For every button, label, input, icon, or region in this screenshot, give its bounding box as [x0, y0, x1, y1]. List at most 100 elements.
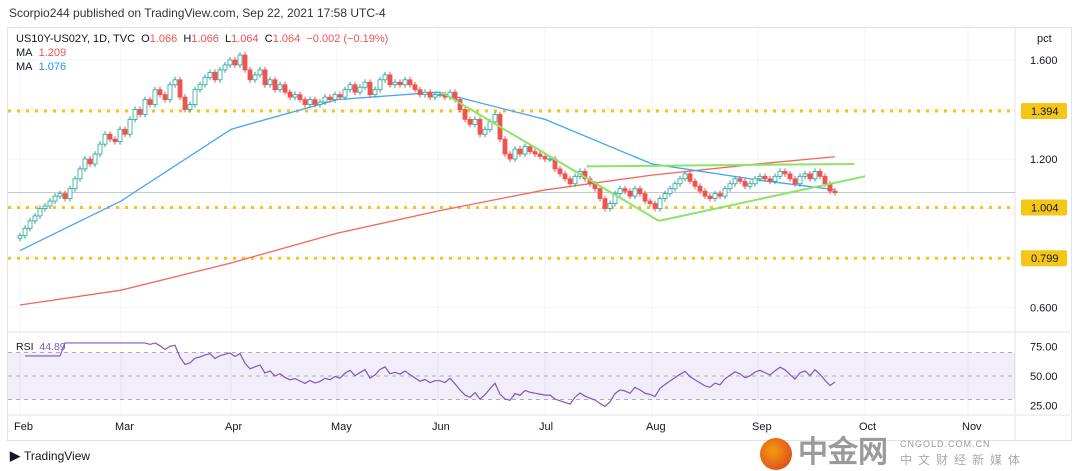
candle: [627, 188, 633, 200]
candle: [107, 131, 113, 143]
ma2-label[interactable]: MA: [16, 61, 33, 73]
candle: [97, 141, 103, 158]
candle: [347, 81, 353, 93]
publisher-line: Scorpio244 published on TradingView.com,…: [9, 6, 386, 20]
ma1-label[interactable]: MA: [16, 47, 33, 59]
level-price-label: 1.394: [1031, 106, 1059, 118]
candle-body: [102, 133, 108, 145]
open-value: 1.066: [149, 33, 178, 45]
candle-body: [262, 69, 268, 86]
candle-body: [197, 84, 203, 91]
candle-body: [232, 59, 238, 66]
candle: [657, 195, 663, 212]
candle: [407, 76, 413, 88]
candle: [87, 156, 93, 167]
candle: [227, 57, 233, 68]
candle-body: [377, 79, 383, 91]
candle-body: [767, 178, 773, 182]
candle-body: [287, 91, 293, 98]
candle: [567, 175, 573, 187]
candle-body: [632, 188, 638, 197]
candle-body: [327, 96, 333, 100]
candle: [237, 52, 243, 68]
candle: [57, 190, 63, 200]
candle-body: [597, 188, 603, 199]
candle: [82, 156, 88, 172]
candle: [652, 200, 658, 212]
candle: [332, 91, 338, 103]
tradingview-logo-icon: ▶: [10, 448, 20, 463]
tradingview-brand[interactable]: ▶ TradingView: [10, 448, 90, 464]
candle: [717, 190, 723, 200]
candle: [682, 170, 688, 182]
candle-body: [372, 89, 378, 96]
candle-body: [472, 119, 478, 125]
candle: [692, 178, 698, 190]
candle-body: [797, 175, 803, 185]
candle-body: [687, 173, 693, 182]
candle: [377, 76, 383, 93]
rsi-value: 44.89: [39, 341, 66, 353]
candle: [467, 116, 473, 128]
candle-body: [402, 79, 408, 86]
candle: [92, 151, 98, 167]
candle: [392, 79, 398, 88]
candle-body: [307, 99, 313, 105]
candle-body: [527, 146, 533, 152]
candle: [147, 96, 153, 108]
ma2-value: 1.076: [38, 61, 67, 73]
x-tick-label: Sep: [752, 421, 772, 433]
candle-body: [147, 99, 153, 105]
candle: [322, 94, 328, 106]
candle: [767, 175, 773, 185]
candle: [732, 175, 738, 187]
candle-body: [667, 188, 673, 195]
candle-body: [152, 89, 158, 105]
candle: [612, 190, 618, 207]
candle-body: [182, 96, 188, 110]
candle: [537, 151, 543, 160]
change-value: −0.002 (−0.19%): [306, 33, 389, 45]
candle: [647, 198, 653, 207]
candle-body: [747, 183, 753, 187]
candle-body: [17, 235, 23, 239]
candle: [302, 96, 308, 108]
candle-body: [87, 158, 93, 165]
candle: [747, 180, 753, 190]
candle-body: [62, 193, 68, 199]
candle-body: [237, 54, 243, 66]
candle-body: [542, 156, 548, 160]
level-price-label: 1.004: [1031, 203, 1059, 215]
candle-body: [77, 168, 83, 180]
candle-body: [32, 215, 38, 222]
rsi-line: [25, 342, 836, 408]
candle: [32, 212, 38, 224]
y-tick-label: 1.200: [1030, 154, 1058, 166]
candle: [42, 203, 48, 212]
symbol-info[interactable]: US10Y-US02Y, 1D, TVC: [16, 33, 136, 45]
candle-body: [72, 178, 78, 190]
candle: [197, 81, 203, 93]
candle: [677, 175, 683, 187]
candle-body: [752, 178, 758, 185]
candle: [172, 76, 178, 88]
candle-body: [257, 69, 263, 76]
candle-body: [42, 205, 48, 209]
candle-body: [312, 99, 318, 105]
x-tick-label: Mar: [115, 421, 134, 433]
candle: [737, 175, 743, 185]
ma-blue-line: [19, 91, 836, 252]
candle-body: [407, 79, 413, 86]
candle-body: [782, 170, 788, 175]
rsi-label[interactable]: RSI: [16, 341, 34, 353]
candle-body: [482, 128, 488, 135]
candle: [432, 91, 438, 101]
x-tick-label: Aug: [646, 421, 666, 433]
rsi-legend: RSI 44.89: [16, 341, 66, 353]
candle: [817, 168, 823, 180]
candle: [232, 57, 238, 68]
candle-body: [567, 178, 573, 185]
candle: [212, 69, 218, 83]
candle: [637, 185, 643, 197]
